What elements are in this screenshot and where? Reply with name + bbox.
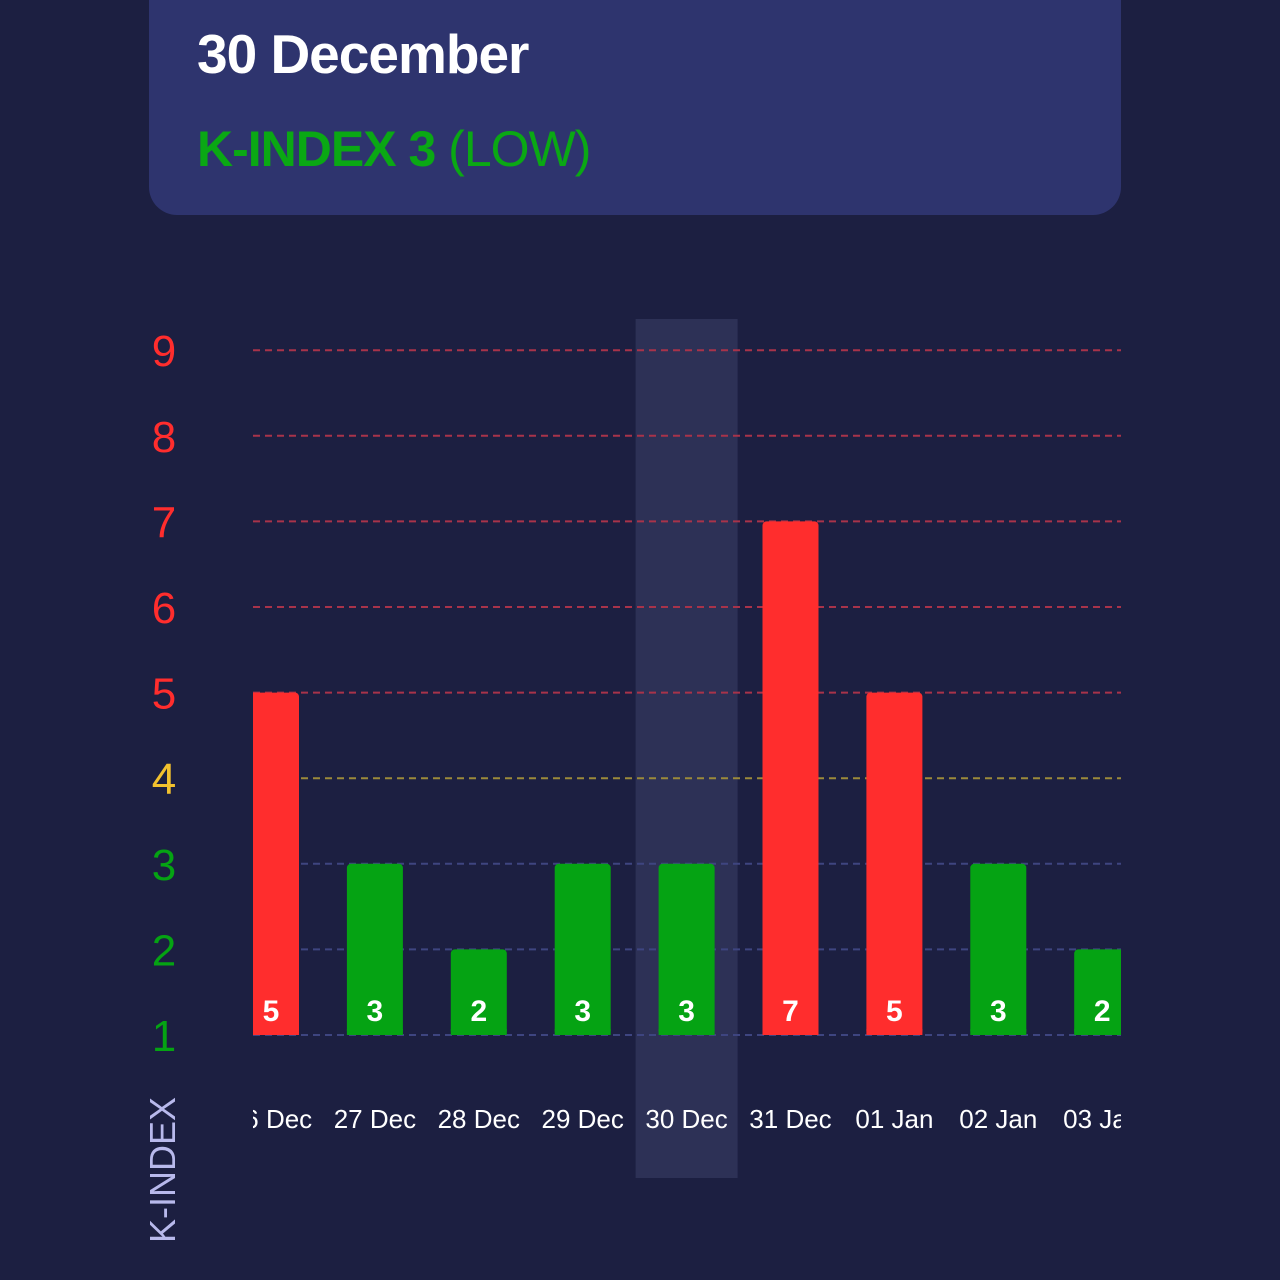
bar-value-label: 2 xyxy=(470,995,487,1028)
bar-base xyxy=(866,1029,923,1035)
bar xyxy=(970,863,1027,1035)
bar-value-label: 3 xyxy=(678,995,695,1028)
y-tick-label: 7 xyxy=(152,498,176,547)
x-tick-label: 27 Dec xyxy=(334,1104,416,1134)
x-tick-label: 28 Dec xyxy=(438,1104,520,1134)
selected-day-highlight xyxy=(635,319,738,1178)
x-tick-label: 29 Dec xyxy=(542,1104,624,1134)
bar xyxy=(450,949,507,1035)
x-tick-label: 31 Dec xyxy=(749,1104,831,1134)
x-tick-label: 02 Jan xyxy=(959,1104,1037,1134)
bar xyxy=(554,863,611,1035)
x-tick-label: 03 Jan xyxy=(1063,1104,1141,1134)
bar-base xyxy=(450,1029,507,1035)
y-tick-label: 8 xyxy=(152,413,176,462)
day-summary-card: 30 December K-INDEX 3 (LOW) xyxy=(149,0,1121,215)
bar-base xyxy=(970,1029,1027,1035)
bar-value-label: 5 xyxy=(263,995,280,1028)
bar-value-label: 5 xyxy=(886,995,903,1028)
bar xyxy=(658,863,715,1035)
bar-value-label: 7 xyxy=(782,995,799,1028)
bar-value-label: 3 xyxy=(574,995,591,1028)
x-tick-label: 30 Dec xyxy=(645,1104,727,1134)
selected-date-title: 30 December xyxy=(197,23,529,85)
bar xyxy=(1074,949,1121,1035)
y-tick-label: 9 xyxy=(152,327,176,376)
x-tick-label: 26 Dec xyxy=(230,1104,312,1134)
bar-value-label: 3 xyxy=(990,995,1007,1028)
bar xyxy=(346,863,403,1035)
kindex-status: K-INDEX 3 (LOW) xyxy=(197,120,591,178)
y-tick-label: 4 xyxy=(152,755,176,804)
y-tick-label: 2 xyxy=(152,926,176,975)
bar-value-label: 3 xyxy=(367,995,384,1028)
bar-base xyxy=(1074,1029,1121,1035)
y-axis-label: K-INDEX xyxy=(142,1096,183,1244)
bar-base xyxy=(554,1029,611,1035)
bar-base xyxy=(658,1029,715,1035)
bar xyxy=(253,692,299,1035)
kindex-level: (LOW) xyxy=(448,121,591,177)
y-tick-label: 1 xyxy=(152,1012,176,1061)
bar-base xyxy=(762,1029,819,1035)
bar xyxy=(866,692,923,1035)
x-tick-label: 01 Jan xyxy=(855,1104,933,1134)
y-tick-label: 5 xyxy=(152,670,176,719)
bar xyxy=(762,521,819,1035)
bar-base xyxy=(346,1029,403,1035)
kindex-value: K-INDEX 3 xyxy=(197,121,436,177)
y-tick-label: 3 xyxy=(152,841,176,890)
bar-base xyxy=(253,1029,299,1035)
y-tick-label: 6 xyxy=(152,584,176,633)
bar-value-label: 2 xyxy=(1094,995,1111,1028)
